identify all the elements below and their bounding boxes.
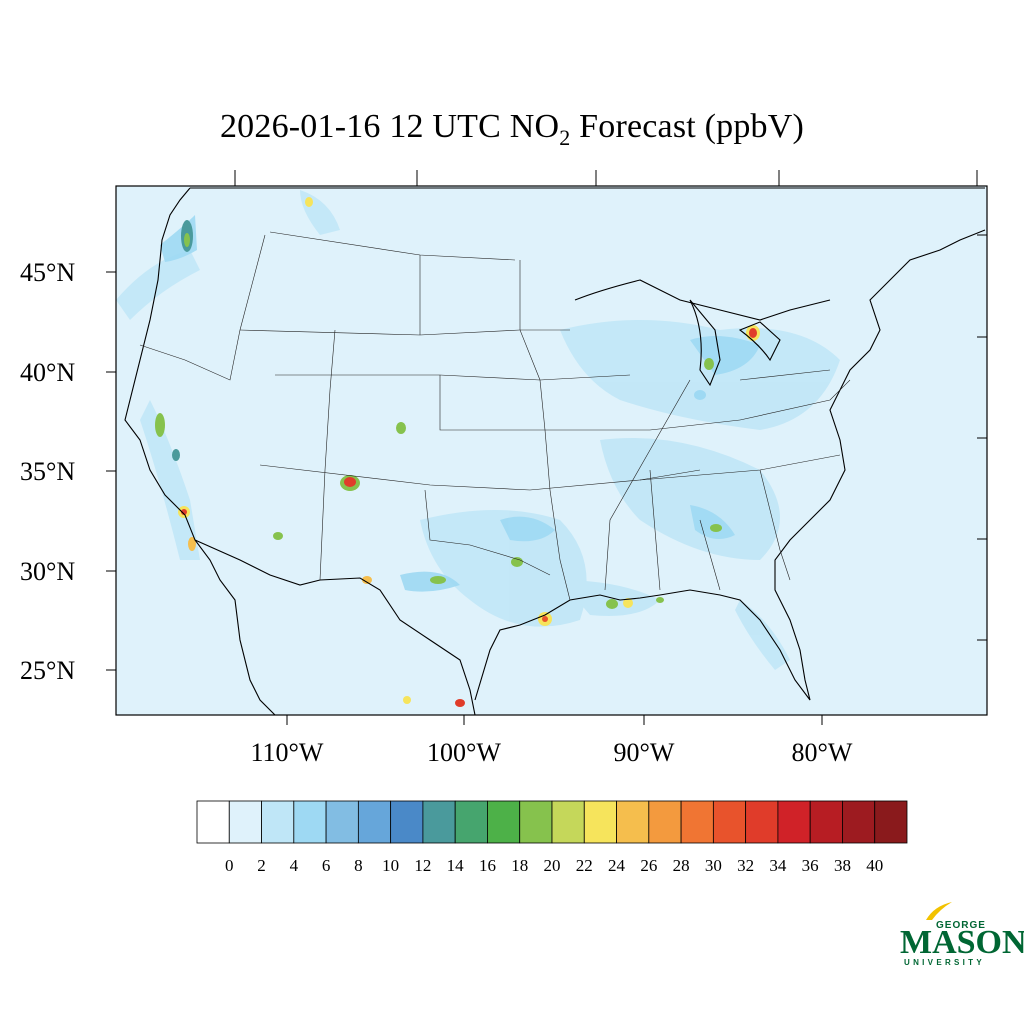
colorbar-tick-label: 38 (833, 856, 851, 875)
hotspots (155, 197, 760, 707)
colorbar-cell (519, 800, 553, 844)
colorbar-tick-label: 16 (478, 856, 496, 875)
colorbar (196, 800, 908, 844)
lon-label-110: 110°W (250, 738, 324, 767)
colorbar-cell (583, 800, 617, 844)
lat-label-35: 35°N (20, 457, 76, 486)
colorbar-cell (551, 800, 585, 844)
axis-ticks (106, 170, 987, 725)
colorbar-tick-label: 18 (511, 856, 529, 875)
logo-george: GEORGE (936, 920, 986, 931)
colorbar-tick-label: 4 (289, 856, 299, 875)
haze-regions (116, 190, 840, 670)
colorbar-cell (712, 800, 747, 844)
logo-university: UNIVERSITY (904, 958, 986, 967)
logo-swoosh-icon (926, 902, 952, 920)
colorbar-cell (874, 800, 908, 844)
logo-mason: MASON (900, 924, 1024, 961)
colorbar-tick-label: 36 (801, 856, 819, 875)
colorbar-cell (745, 800, 779, 844)
colorbar-tick-label: 22 (575, 856, 593, 875)
state-lines (139, 231, 851, 601)
lat-label-30: 30°N (20, 557, 76, 586)
concentration-layer (116, 187, 986, 715)
lat-label-45: 45°N (20, 258, 76, 287)
colorbar-tick-label: 20 (543, 856, 561, 875)
colorbar-tick-label: 40 (866, 856, 884, 875)
colorbar-tick-label: 6 (321, 856, 331, 875)
colorbar-tick-label: 24 (608, 856, 626, 875)
colorbar-tick-label: 34 (769, 856, 787, 875)
colorbar-tick-label: 26 (640, 856, 658, 875)
colorbar-cell (422, 800, 456, 844)
colorbar-cell (357, 800, 392, 844)
colorbar-cell (228, 800, 262, 844)
map-background (116, 186, 987, 715)
gmu-logo: GEORGE MASON UNIVERSITY (900, 900, 1024, 968)
colorbar-cell (325, 800, 359, 844)
colorbar-tick-label: 12 (414, 856, 432, 875)
colorbar-cell (842, 800, 876, 844)
colorbar-cell (487, 800, 521, 844)
lon-label-80: 80°W (791, 738, 853, 767)
lat-label-40: 40°N (20, 358, 76, 387)
map-title: 2026-01-16 12 UTC NO2 Forecast (ppbV) (219, 108, 805, 150)
map-frame (115, 185, 988, 716)
colorbar-cell (777, 800, 811, 844)
colorbar-tick-label: 10 (382, 856, 400, 875)
colorbar-cell (648, 800, 682, 844)
colorbar-cell (196, 800, 230, 844)
colorbar-cell (809, 800, 843, 844)
colorbar-cell (390, 800, 424, 844)
colorbar-tick-label: 30 (704, 856, 722, 875)
colorbar-cell (680, 800, 714, 844)
colorbar-tick-label: 28 (672, 856, 690, 875)
colorbar-cell (293, 800, 327, 844)
borders (124, 187, 986, 715)
colorbar-tick-label: 8 (354, 856, 363, 875)
lat-label-25: 25°N (20, 656, 76, 685)
lon-label-90: 90°W (613, 738, 675, 767)
colorbar-cell (454, 800, 488, 844)
colorbar-tick-label: 32 (737, 856, 755, 875)
lon-label-100: 100°W (427, 738, 501, 767)
colorbar-tick-label: 2 (257, 856, 266, 875)
colorbar-tick-label: 0 (225, 856, 234, 875)
colorbar-tick-label: 14 (446, 856, 464, 875)
colorbar-cell (616, 800, 650, 844)
colorbar-cell (261, 800, 295, 844)
